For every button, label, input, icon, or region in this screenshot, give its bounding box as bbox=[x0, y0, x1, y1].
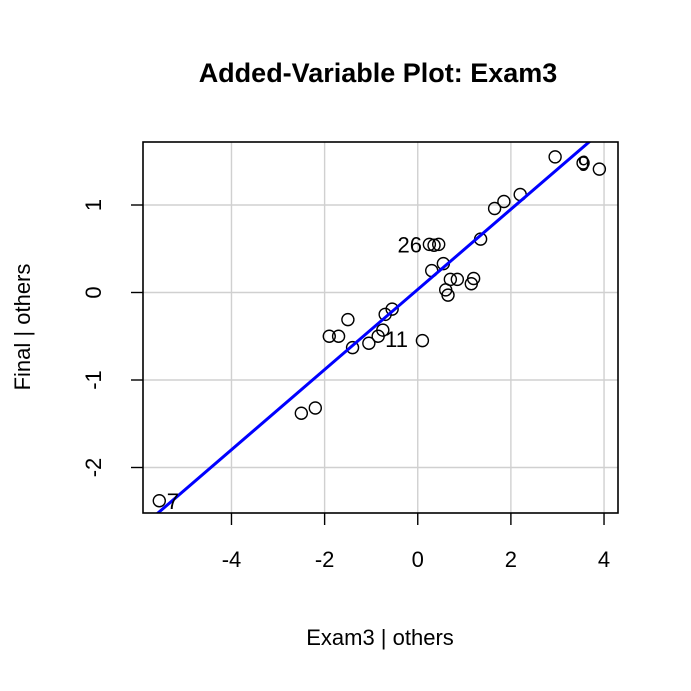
data-point bbox=[294, 406, 309, 420]
point-label: 7 bbox=[167, 489, 179, 514]
y-axis-label: Final | others bbox=[10, 264, 35, 391]
point-label: 11 bbox=[385, 327, 408, 352]
y-tick-label: -1 bbox=[81, 370, 106, 390]
data-point bbox=[576, 156, 590, 170]
data-point bbox=[415, 333, 430, 348]
data-point bbox=[362, 336, 376, 350]
grid-lines bbox=[143, 142, 618, 513]
x-tick-label: 2 bbox=[505, 547, 517, 572]
data-point bbox=[548, 150, 562, 164]
data-point bbox=[450, 272, 465, 287]
x-tick-label: 0 bbox=[412, 547, 424, 572]
data-point bbox=[443, 272, 458, 287]
data-point bbox=[345, 340, 360, 355]
chart-title: Added-Variable Plot: Exam3 bbox=[199, 58, 558, 88]
data-point bbox=[422, 237, 437, 252]
y-tick-label: 0 bbox=[81, 286, 106, 298]
data-point bbox=[487, 201, 502, 216]
data-point bbox=[331, 329, 346, 343]
data-point bbox=[376, 323, 390, 337]
data-point bbox=[385, 302, 399, 316]
axes: -4 -2 0 2 4 -2 -1 0 1 bbox=[81, 141, 619, 572]
data-point bbox=[592, 162, 607, 176]
data-point bbox=[308, 401, 323, 415]
y-tick-label: 1 bbox=[81, 199, 106, 211]
data-point bbox=[427, 238, 441, 252]
x-axis-label: Exam3 | others bbox=[306, 625, 454, 650]
data-point bbox=[497, 194, 511, 209]
data-point bbox=[341, 312, 355, 327]
data-point bbox=[432, 237, 446, 252]
plot-frame bbox=[142, 141, 619, 514]
plot-area: 7 26 11 9 bbox=[152, 142, 607, 514]
data-point bbox=[322, 329, 336, 343]
data-point bbox=[466, 271, 481, 286]
point-label: 9 bbox=[578, 151, 590, 176]
x-tick-label: -2 bbox=[315, 547, 335, 572]
data-point bbox=[152, 494, 166, 508]
point-label: 26 bbox=[397, 232, 421, 257]
y-tick-label: -2 bbox=[81, 458, 106, 478]
x-tick-label: -4 bbox=[222, 547, 242, 572]
x-tick-label: 4 bbox=[598, 547, 610, 572]
regression-line bbox=[155, 142, 592, 513]
data-point bbox=[441, 288, 455, 302]
